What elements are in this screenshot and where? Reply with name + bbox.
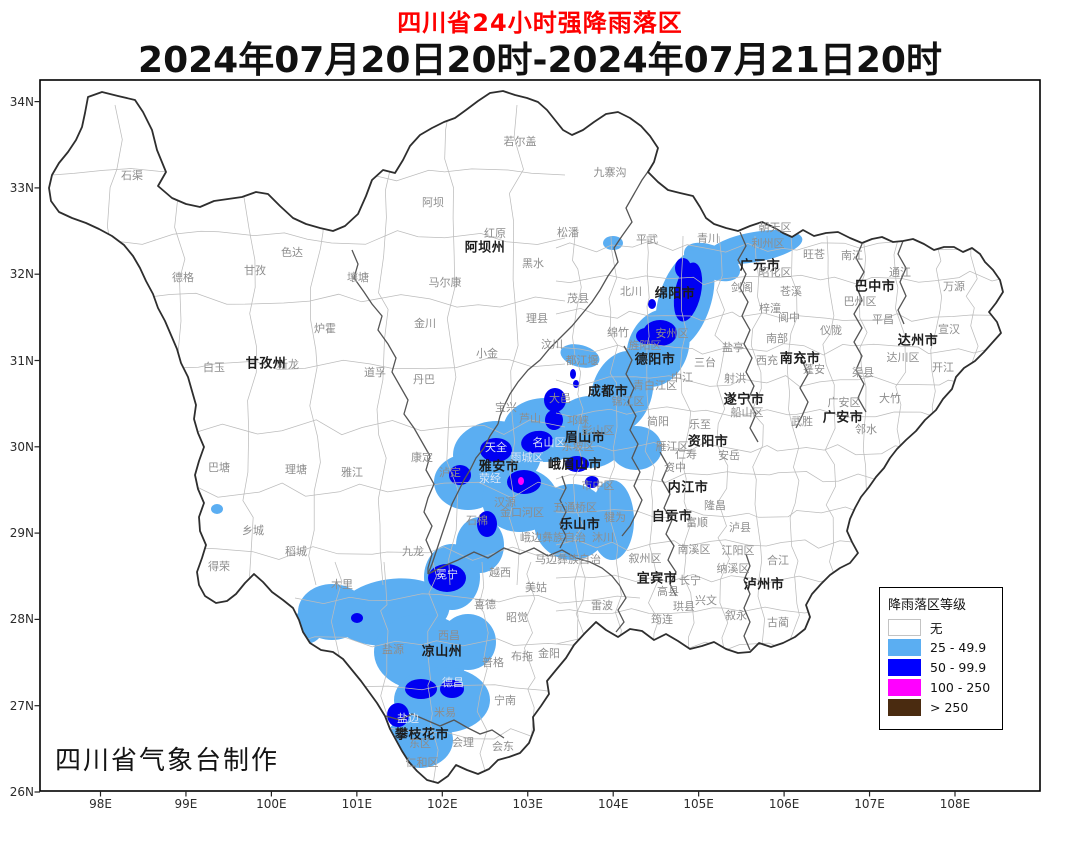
y-axis-tick-label: 31N [9, 353, 34, 368]
x-axis-tick-label: 99E [174, 797, 198, 811]
x-axis-tick-label: 101E [341, 797, 373, 811]
legend-label: 100 - 250 [930, 680, 991, 696]
x-axis-tick-label: 100E [256, 797, 287, 811]
legend-label: 25 - 49.9 [930, 639, 987, 655]
x-axis-tick-label: 105E [683, 797, 714, 811]
y-axis-tick-label: 33N [9, 180, 34, 195]
page-subtitle: 2024年07月20日20时-2024年07月21日20时 [138, 40, 942, 81]
legend-items: 无 25 - 49.9 50 - 99.9 100 - 250 > 250 [888, 617, 1002, 718]
legend-swatch [888, 658, 921, 676]
x-axis-tick-label: 103E [512, 797, 544, 811]
x-axis-tick-label: 106E [768, 797, 800, 811]
page-title: 四川省24小时强降雨落区 [397, 9, 683, 37]
legend-label: 50 - 99.9 [930, 659, 987, 675]
legend-item: 25 - 49.9 [888, 637, 1002, 657]
legend-item: > 250 [888, 698, 1002, 718]
legend-label: > 250 [930, 700, 969, 716]
credit-text: 四川省气象台制作 [55, 746, 280, 776]
prefecture-boundaries [351, 165, 907, 739]
y-axis-tick-label: 32N [9, 267, 34, 282]
legend: 降雨落区等级 无 25 - 49.9 50 - 99.9 100 - 250 > 250 [879, 587, 1003, 730]
legend-label: 无 [930, 620, 943, 636]
x-axis-tick-label: 98E [89, 797, 112, 811]
legend-item: 50 - 99.9 [888, 657, 1002, 677]
x-axis-tick-label: 108E [939, 797, 971, 811]
legend-swatch [888, 618, 921, 636]
legend-swatch [888, 638, 921, 656]
x-axis-tick-label: 104E [597, 797, 629, 811]
x-axis-tick-label: 107E [854, 797, 885, 811]
legend-swatch [888, 679, 921, 697]
legend-swatch [888, 699, 921, 717]
axis-ticks [34, 100, 956, 797]
legend-title: 降雨落区等级 [888, 598, 967, 613]
x-axis-tick-label: 102E [427, 797, 458, 811]
y-axis-tick-label: 30N [9, 439, 34, 454]
y-axis-tick-label: 28N [9, 612, 34, 627]
legend-item: 100 - 250 [888, 678, 1002, 698]
y-axis-tick-label: 29N [9, 526, 34, 541]
map-frame [39, 79, 1041, 792]
y-axis-tick-label: 34N [9, 94, 34, 109]
province-outline [48, 90, 1004, 784]
legend-item: 无 [888, 617, 1002, 637]
y-axis-tick-label: 26N [9, 785, 34, 799]
y-axis-tick-label: 27N [9, 698, 34, 713]
rain-zone-100-250 [518, 477, 524, 485]
